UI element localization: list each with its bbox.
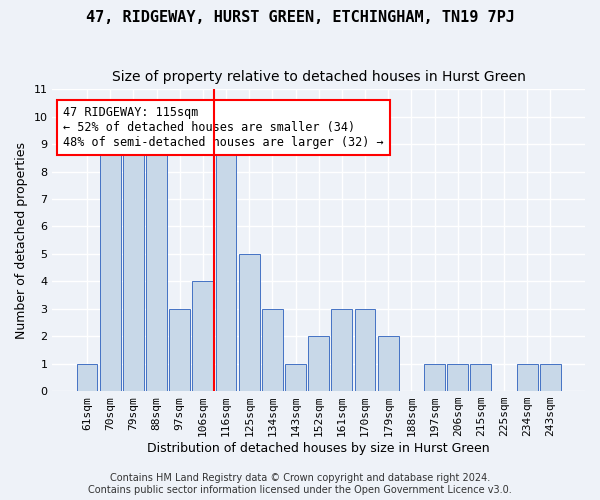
Bar [540, 364, 561, 391]
Bar [285, 364, 306, 391]
Bar [146, 144, 167, 391]
Text: 47, RIDGEWAY, HURST GREEN, ETCHINGHAM, TN19 7PJ: 47, RIDGEWAY, HURST GREEN, ETCHINGHAM, T… [86, 10, 514, 25]
X-axis label: Distribution of detached houses by size in Hurst Green: Distribution of detached houses by size … [148, 442, 490, 455]
Bar [331, 309, 352, 391]
Text: Contains HM Land Registry data © Crown copyright and database right 2024.
Contai: Contains HM Land Registry data © Crown c… [88, 474, 512, 495]
Bar [100, 144, 121, 391]
Bar [262, 309, 283, 391]
Bar [123, 144, 144, 391]
Bar [355, 309, 376, 391]
Bar [239, 254, 260, 391]
Bar [169, 309, 190, 391]
Bar [424, 364, 445, 391]
Y-axis label: Number of detached properties: Number of detached properties [15, 142, 28, 338]
Bar [517, 364, 538, 391]
Text: 47 RIDGEWAY: 115sqm
← 52% of detached houses are smaller (34)
48% of semi-detach: 47 RIDGEWAY: 115sqm ← 52% of detached ho… [63, 106, 383, 149]
Bar [193, 282, 214, 391]
Bar [77, 364, 97, 391]
Bar [447, 364, 468, 391]
Bar [470, 364, 491, 391]
Title: Size of property relative to detached houses in Hurst Green: Size of property relative to detached ho… [112, 70, 526, 84]
Bar [378, 336, 398, 391]
Bar [308, 336, 329, 391]
Bar [215, 144, 236, 391]
